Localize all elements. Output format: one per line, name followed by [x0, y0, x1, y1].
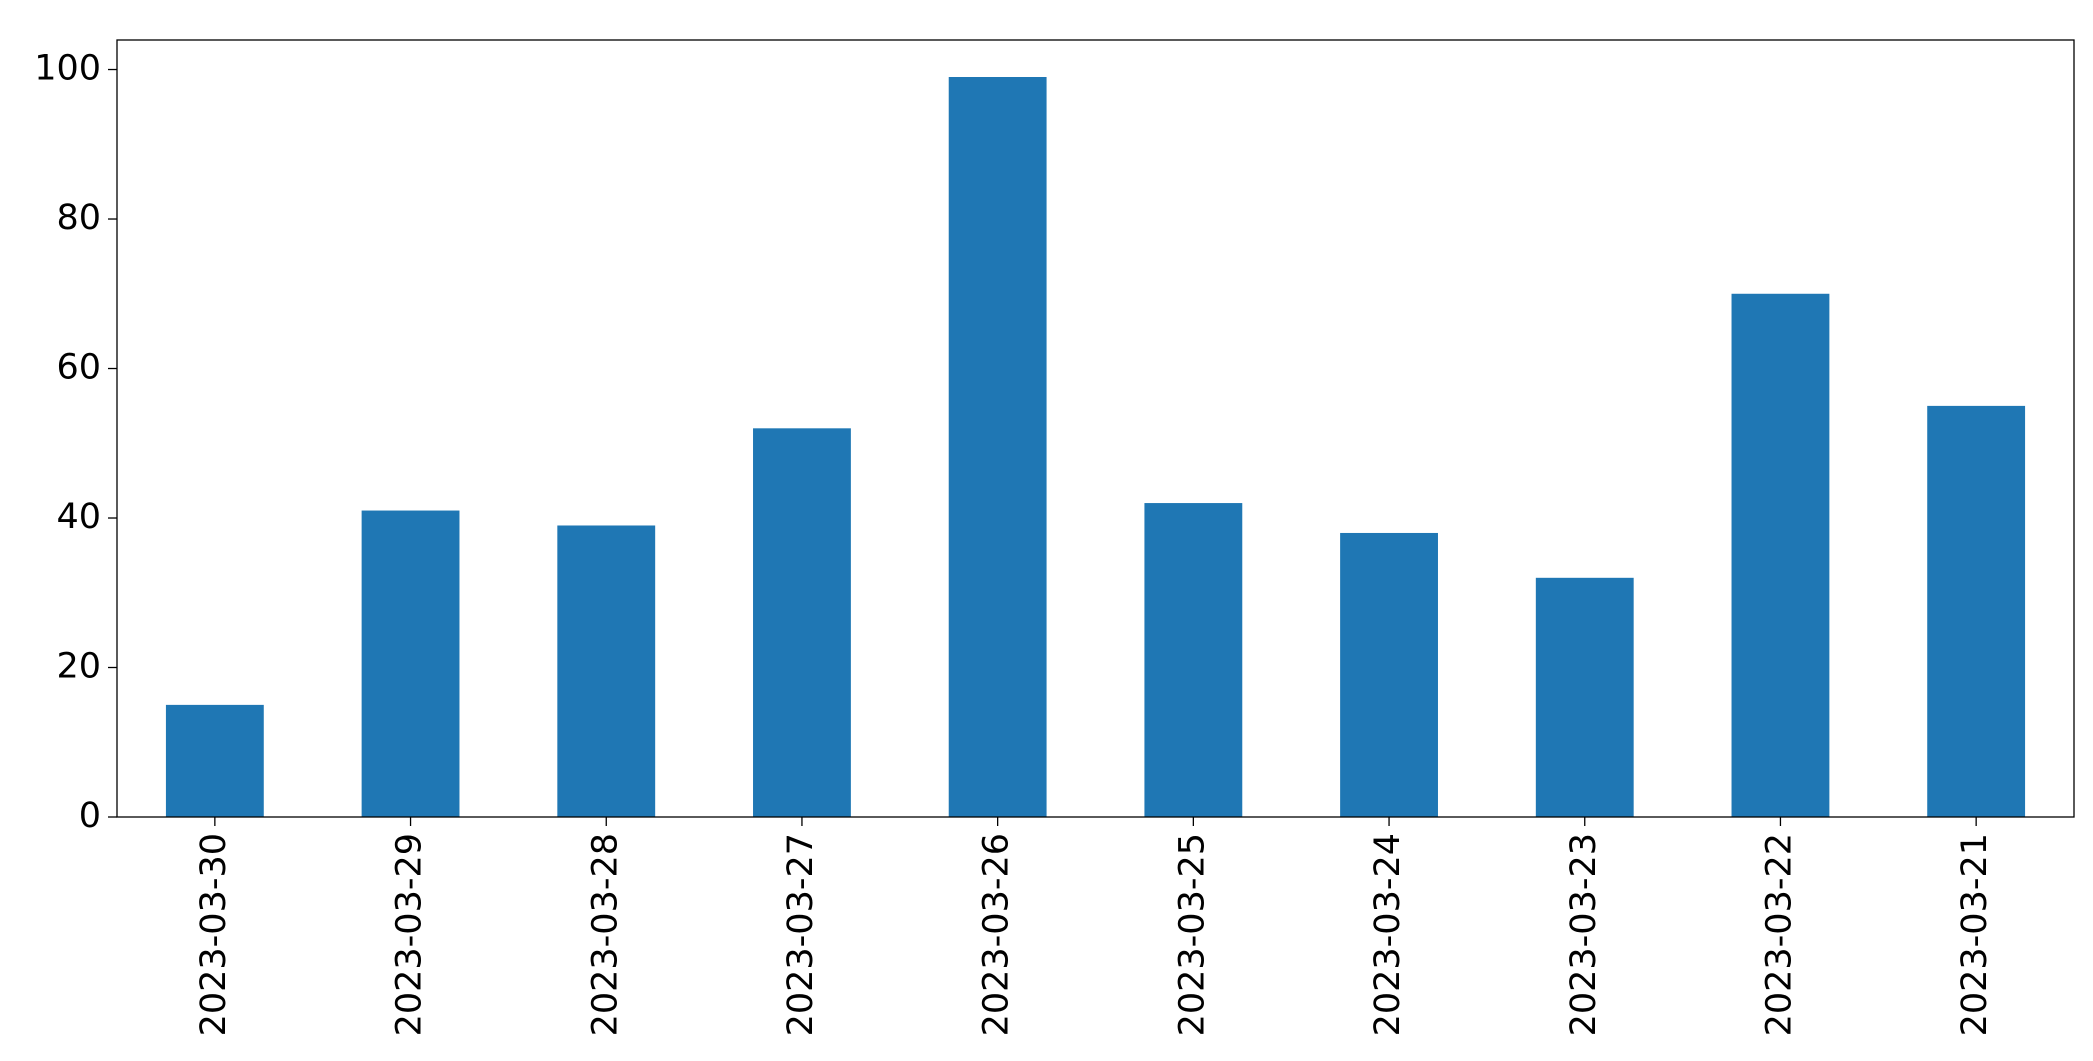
- bar: [948, 77, 1047, 817]
- x-tick-label: 2023-03-27: [781, 833, 821, 1036]
- y-tick-label: 0: [79, 796, 101, 836]
- bar: [1144, 503, 1243, 817]
- x-tick-label: 2023-03-26: [977, 833, 1017, 1036]
- x-tick-label: 2023-03-23: [1564, 833, 1604, 1036]
- y-tick-label: 20: [56, 647, 101, 687]
- bar: [1535, 577, 1634, 817]
- x-tick-label: 2023-03-28: [585, 833, 625, 1036]
- bar: [1340, 532, 1438, 817]
- bar: [753, 428, 851, 817]
- y-tick-label: 100: [34, 49, 101, 89]
- bar: [1731, 293, 1830, 817]
- x-tick-label: 2023-03-29: [390, 833, 430, 1036]
- bar: [165, 704, 264, 817]
- x-tick-label: 2023-03-30: [194, 833, 234, 1036]
- x-tick-label: 2023-03-21: [1955, 833, 1995, 1036]
- x-tick-label: 2023-03-24: [1368, 833, 1408, 1036]
- y-tick-label: 60: [56, 348, 101, 388]
- y-tick-label: 40: [56, 497, 101, 537]
- bar: [557, 525, 656, 817]
- x-tick-label: 2023-03-25: [1172, 833, 1212, 1036]
- bar: [361, 510, 460, 817]
- axes-frame: [116, 39, 2075, 818]
- x-tick-label: 2023-03-22: [1759, 833, 1799, 1036]
- y-tick-label: 80: [56, 198, 101, 238]
- bar: [1927, 405, 2026, 817]
